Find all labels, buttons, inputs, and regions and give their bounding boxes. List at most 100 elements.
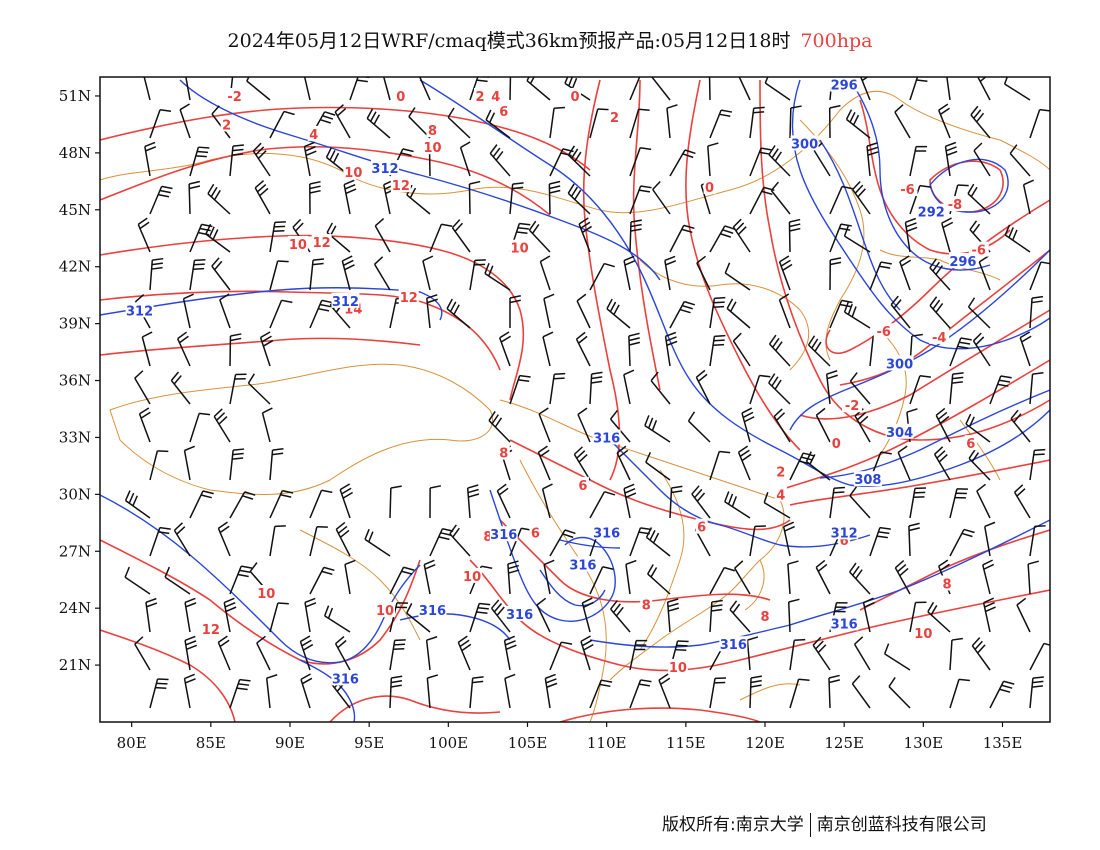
wind-barb <box>1009 144 1031 177</box>
wind-barb <box>732 218 751 253</box>
wind-barb <box>149 108 172 139</box>
wind-barb <box>909 487 926 519</box>
wind-barb <box>300 673 313 709</box>
wind-barb <box>256 635 271 671</box>
wind-barb <box>573 446 591 481</box>
wind-barb <box>349 77 370 101</box>
wind-barb <box>567 145 591 177</box>
wind-barb <box>543 559 555 595</box>
wind-barb <box>589 262 615 291</box>
wind-barb <box>429 485 442 519</box>
lon-tick-label: 90E <box>275 734 305 752</box>
wind-barb <box>669 149 696 177</box>
height-label-bg <box>592 429 621 445</box>
wind-barb <box>1003 77 1031 101</box>
wind-barb <box>849 372 871 405</box>
copyright: 版权所有:南京大学 南京创蓝科技有限公司 <box>662 810 987 837</box>
wind-barb <box>1029 295 1044 329</box>
height-label: 312 <box>332 295 359 310</box>
height-label-bg <box>418 602 447 618</box>
coastline-borders <box>100 90 1050 722</box>
wind-barb <box>504 673 516 709</box>
temperature-label: 10 <box>463 570 481 585</box>
wind-barb <box>269 448 284 481</box>
wind-barb <box>364 528 391 557</box>
wind-barb <box>426 294 438 329</box>
wind-barb <box>542 331 554 367</box>
wind-barb <box>664 255 677 291</box>
wind-barb <box>843 301 871 329</box>
height-label-bg <box>830 615 859 631</box>
temperature-label: 10 <box>914 627 932 642</box>
wind-barb <box>989 680 1015 709</box>
wind-barb <box>466 484 480 519</box>
height-label: 300 <box>791 137 818 152</box>
wind-barb <box>170 371 191 405</box>
temperature-label-bg <box>968 241 989 257</box>
wind-barb <box>807 335 831 367</box>
wind-barb <box>629 185 652 215</box>
temperature-label-bg <box>964 435 977 451</box>
temperature-label-bg <box>529 524 542 540</box>
temperature-label-bg <box>830 435 843 451</box>
temperature-label-bg <box>640 596 653 612</box>
temperature-label-bg <box>375 602 395 618</box>
wind-barb <box>426 674 439 709</box>
wind-barb <box>709 677 727 709</box>
wind-barb <box>509 182 524 215</box>
lat-tick-label: 51N <box>59 87 91 105</box>
wind-barb <box>246 77 271 101</box>
wind-barb <box>124 490 151 519</box>
wind-barb <box>343 179 357 215</box>
wind-barb <box>949 372 964 405</box>
wind-barb <box>645 451 671 481</box>
wind-barb <box>164 566 191 595</box>
wind-barb <box>746 636 759 671</box>
wind-barb <box>645 527 671 557</box>
wind-barb <box>949 528 975 557</box>
wind-barb <box>261 407 273 443</box>
wind-barb <box>229 144 244 177</box>
temperature-label: 4 <box>491 90 500 105</box>
wind-barb <box>982 597 996 633</box>
temperature-label-bg <box>474 87 486 103</box>
wind-barb <box>189 490 214 519</box>
wind-barb <box>526 77 551 101</box>
wind-barb <box>788 218 801 253</box>
wind-barb <box>696 255 711 291</box>
wind-barb <box>883 643 911 671</box>
temperature-label-bg <box>426 122 439 138</box>
wind-barb <box>303 77 311 101</box>
temperature-label-bg <box>287 235 308 251</box>
temperature-label-bg <box>343 163 364 179</box>
lon-tick-label: 120E <box>745 734 785 752</box>
wind-barb <box>623 369 635 405</box>
wind-barb <box>269 110 295 139</box>
temperature-label-bg <box>569 87 581 103</box>
wind-barb <box>927 601 951 633</box>
wind-barb <box>366 108 391 139</box>
lat-tick-label: 27N <box>59 542 91 560</box>
temperature-label-bg <box>497 103 510 119</box>
temperature-label-bg <box>913 624 934 640</box>
temperature-label: -8 <box>948 198 962 213</box>
wind-barb <box>183 445 195 481</box>
wind-barb <box>549 529 576 557</box>
wind-barb <box>749 675 762 709</box>
wind-barb <box>509 374 531 405</box>
temperature-label-bg <box>398 289 419 305</box>
wind-barb <box>373 256 391 291</box>
wind-barb <box>449 524 471 557</box>
temperature-label: 10 <box>511 242 529 257</box>
copyright-separator <box>809 813 811 837</box>
wind-barb <box>581 597 594 633</box>
height-label-bg <box>489 526 518 542</box>
wind-barb <box>778 293 791 329</box>
temperature-label-bg <box>929 328 950 344</box>
wind-barb <box>189 258 206 291</box>
temperature-label: 12 <box>202 623 220 638</box>
temperature-label-bg <box>422 139 443 155</box>
wind-barb <box>852 180 871 215</box>
